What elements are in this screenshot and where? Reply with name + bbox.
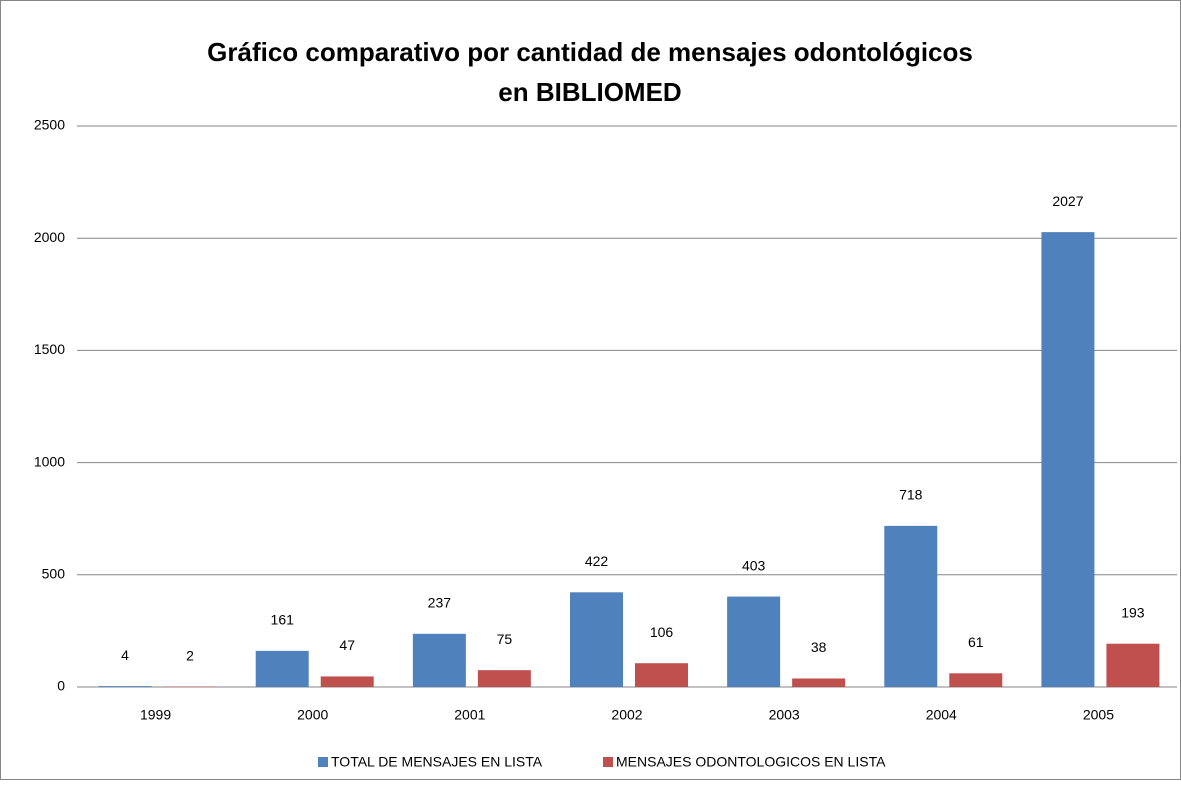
bar — [478, 670, 531, 687]
bar — [884, 526, 937, 687]
bar — [635, 663, 688, 687]
bar — [727, 597, 780, 687]
legend-swatch — [603, 757, 613, 767]
chart-title: Gráfico comparativo por cantidad de mens… — [207, 37, 973, 67]
bar — [413, 634, 466, 687]
x-tick-label: 2001 — [454, 707, 485, 723]
data-label: 2027 — [1052, 193, 1083, 209]
data-label: 61 — [968, 634, 984, 650]
data-label: 2 — [186, 647, 194, 663]
bar — [321, 676, 374, 687]
data-label: 106 — [650, 624, 674, 640]
data-label: 422 — [585, 553, 609, 569]
x-tick-label: 1999 — [140, 707, 171, 723]
bar — [99, 686, 152, 687]
legend-swatch — [318, 757, 328, 767]
bar — [570, 592, 623, 687]
bar — [256, 651, 309, 687]
y-tick-label: 500 — [42, 566, 66, 582]
bar — [949, 673, 1002, 687]
y-tick-label: 1000 — [34, 453, 65, 469]
bar — [1106, 644, 1159, 687]
chart-title: en BIBLIOMED — [498, 77, 681, 107]
data-label: 193 — [1121, 604, 1145, 620]
y-tick-label: 2500 — [34, 117, 65, 133]
x-tick-label: 2000 — [297, 707, 328, 723]
data-label: 161 — [271, 612, 295, 628]
data-label: 403 — [742, 557, 766, 573]
bar — [792, 678, 845, 687]
x-tick-label: 2002 — [611, 707, 642, 723]
y-tick-label: 1500 — [34, 341, 65, 357]
data-label: 47 — [339, 637, 355, 653]
data-label: 75 — [497, 631, 513, 647]
data-label: 38 — [811, 639, 827, 655]
legend-label: MENSAJES ODONTOLOGICOS EN LISTA — [616, 754, 886, 770]
data-label: 237 — [428, 595, 452, 611]
data-label: 718 — [899, 487, 923, 503]
bar — [1041, 232, 1094, 687]
y-tick-label: 0 — [57, 678, 65, 694]
y-tick-label: 2000 — [34, 229, 65, 245]
x-tick-label: 2003 — [769, 707, 800, 723]
legend-label: TOTAL DE MENSAJES EN LISTA — [331, 754, 543, 770]
data-label: 4 — [121, 647, 129, 663]
x-tick-label: 2004 — [926, 707, 957, 723]
x-tick-label: 2005 — [1083, 707, 1114, 723]
